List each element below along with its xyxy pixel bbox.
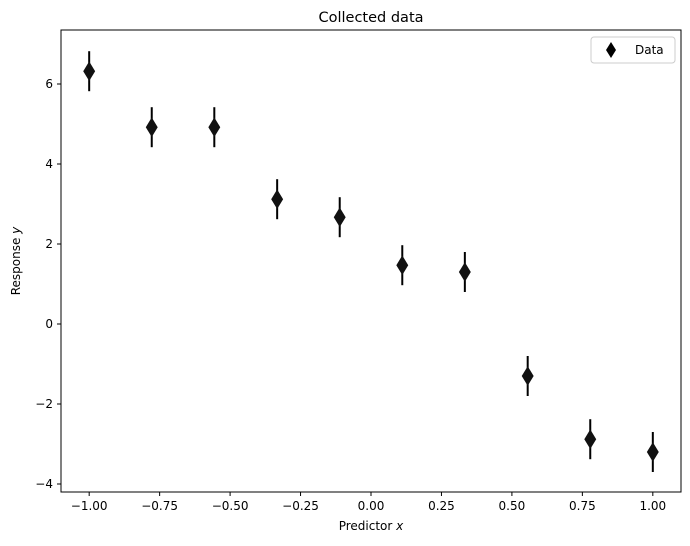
x-tick-label: −0.75	[141, 499, 178, 513]
y-tick-label: 0	[45, 317, 53, 331]
y-tick-label: −4	[35, 477, 53, 491]
x-axis: −1.00 −0.75 −0.50 −0.25 0.00 0.25 0.50 0.75 1.00	[71, 492, 666, 513]
x-tick-label: 0.50	[499, 499, 526, 513]
y-axis-label-variable: y	[9, 226, 23, 235]
x-axis-label: Predictor x	[339, 519, 404, 533]
data-point	[521, 366, 534, 386]
x-tick-label: −0.25	[282, 499, 319, 513]
y-tick-label: 4	[45, 157, 53, 171]
chart-title: Collected data	[318, 10, 423, 26]
axes-frame	[60, 29, 682, 493]
y-tick-label: −2	[35, 397, 53, 411]
y-axis-label-text: Response	[9, 238, 23, 296]
data-point	[396, 255, 409, 275]
x-tick-label: −0.50	[212, 499, 249, 513]
data-point	[584, 429, 597, 449]
legend-marker	[606, 42, 616, 58]
x-tick-label: 0.75	[569, 499, 596, 513]
data-point	[646, 442, 659, 462]
data-point	[83, 61, 96, 81]
x-tick-label: −1.00	[71, 499, 108, 513]
legend: Data	[590, 36, 676, 64]
data-point	[458, 262, 471, 282]
legend-box	[590, 36, 676, 64]
plot-area	[83, 51, 659, 472]
data-point	[208, 117, 221, 137]
x-axis-label-variable: x	[395, 519, 404, 533]
data-point	[145, 117, 158, 137]
y-tick-label: 2	[45, 237, 53, 251]
legend-entry-data: Data	[635, 43, 664, 57]
y-axis-label: Response y	[9, 226, 23, 295]
data-point	[333, 207, 346, 227]
x-axis-label-text: Predictor	[339, 519, 393, 533]
x-tick-label: 0.00	[358, 499, 385, 513]
y-tick-label: 6	[45, 77, 53, 91]
y-axis: −4 −2 0 2 4 6	[35, 77, 61, 491]
data-point	[271, 189, 284, 209]
x-tick-label: 0.25	[428, 499, 455, 513]
x-tick-label: 1.00	[639, 499, 666, 513]
